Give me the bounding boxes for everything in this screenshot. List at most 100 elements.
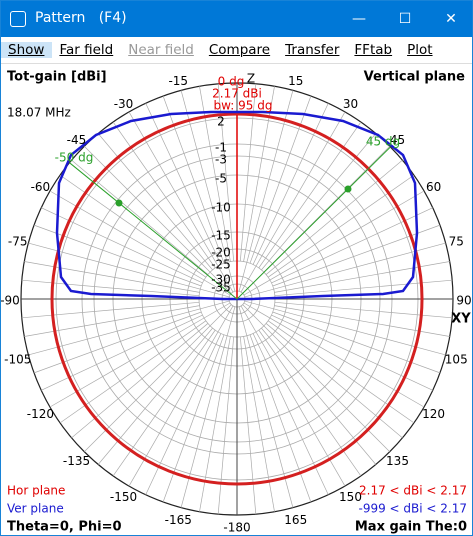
angle-label: 75 (449, 235, 464, 249)
grid-spoke (252, 333, 329, 495)
angle-label: -60 (31, 180, 51, 194)
grid-spoke (49, 190, 231, 296)
angle-label: -45 (67, 133, 87, 147)
db-label: 2 (217, 115, 225, 129)
grid-spoke (265, 159, 403, 275)
hor-plane-legend: Hor plane (7, 484, 65, 498)
marker-angle: 0 dg (218, 75, 245, 89)
ver-range: -999 < dBi < 2.17 (358, 502, 467, 516)
close-button[interactable]: ✕ (445, 11, 457, 27)
angle-label: -90 (1, 294, 20, 308)
grid-spoke (271, 314, 433, 391)
cursor-right-label: 45 dg (366, 135, 400, 149)
db-label: -30 (211, 273, 231, 287)
grid-spoke (28, 300, 230, 356)
angle-label: -165 (165, 513, 192, 527)
db-label: -5 (215, 172, 227, 186)
menu-item[interactable]: Near field (128, 42, 194, 58)
grid-spoke (84, 304, 232, 452)
angle-label: -75 (8, 235, 28, 249)
frequency: 18.07 MHz (7, 106, 71, 120)
angle-label: 45 (390, 133, 405, 147)
grid-spoke (258, 329, 362, 477)
grid-spoke (145, 333, 222, 495)
menu-item[interactable]: Compare (208, 42, 271, 58)
grid-spoke (238, 90, 294, 292)
grid-spoke (244, 300, 446, 356)
grid-spoke (249, 95, 312, 264)
db-label: -10 (211, 201, 231, 215)
angle-label: -105 (4, 352, 31, 366)
grid-spoke (49, 302, 231, 408)
grid-spoke (71, 159, 209, 275)
menu-item[interactable]: Far field (59, 42, 114, 58)
grid-spoke (267, 320, 415, 424)
grid-spoke (240, 305, 346, 487)
angle-label: 15 (288, 74, 303, 88)
grid-spoke (243, 190, 425, 296)
angle-label: 135 (386, 454, 409, 468)
grid-spoke (252, 103, 329, 265)
axis-z: Z (247, 72, 255, 86)
window-title: Pattern (F4) (35, 10, 127, 26)
menu-bar: Show Far field Near field Compare Transfer FF… (1, 37, 472, 64)
grid-spoke (112, 329, 216, 477)
menu-item[interactable]: Plot (407, 42, 433, 58)
grid-spoke (145, 103, 222, 265)
grid-spoke (128, 305, 234, 487)
angles: Theta=0, Phi=0 (7, 520, 122, 535)
grid-spoke (240, 111, 346, 293)
grid-spoke (261, 133, 377, 271)
angle-label: 90 (456, 294, 471, 308)
grid-spoke (244, 242, 446, 298)
angle-label: 60 (426, 180, 441, 194)
minimize-button[interactable]: — (352, 11, 366, 27)
grid-spoke (71, 323, 209, 439)
marker-gain: 2.17 dBi (212, 87, 262, 101)
grid-spoke (267, 174, 415, 278)
grid-spoke (271, 207, 433, 284)
angle-label: -30 (114, 97, 134, 111)
grid-spoke (97, 327, 213, 465)
cursor-line (69, 162, 238, 300)
menu-item[interactable]: Show (1, 42, 53, 58)
cursor-left-label: -50 dg (55, 151, 94, 165)
angle-label: 30 (343, 97, 358, 111)
angle-label: 120 (422, 407, 445, 421)
angle-label: -180 (223, 521, 250, 535)
menu-item[interactable]: FFtab (354, 42, 393, 58)
grid-spoke (242, 304, 390, 452)
pattern-plot: -15 -30 -45 -60 -75 -90 -105 -120 -135 -150 -165 -1… (1, 70, 472, 535)
grid-spoke (97, 133, 213, 271)
db-label: -35 (211, 281, 231, 295)
grid-spoke (41, 207, 203, 284)
db-label: -20 (211, 246, 231, 260)
marker-bw: bw: 95 dg (214, 99, 273, 113)
cursor-dot (115, 199, 123, 207)
grid-spoke (243, 302, 425, 408)
grid-spoke (238, 306, 294, 508)
angle-label: 165 (284, 513, 307, 527)
grid-spoke (272, 311, 441, 374)
max-gain: Max gain The:0 (355, 520, 467, 535)
ver-plane-legend: Ver plane (7, 502, 64, 516)
grid-spoke (33, 311, 202, 374)
grid-spoke (265, 323, 403, 439)
grid-spoke (28, 242, 230, 298)
cursor-line (236, 146, 391, 300)
db-label: -15 (211, 229, 231, 243)
angle-label: -15 (168, 74, 188, 88)
title-bar: Pattern (F4) — ☐ ✕ (1, 1, 472, 37)
db-label: -1 (215, 141, 227, 155)
grid-spoke (84, 146, 232, 294)
maximize-button[interactable]: ☐ (398, 11, 412, 27)
grid-spoke (249, 334, 312, 503)
angle-label: -135 (63, 454, 90, 468)
header-left: Tot-gain [dBi] (7, 70, 107, 85)
grid-spoke (112, 121, 216, 269)
app-icon (10, 11, 26, 27)
header-right: Vertical plane (364, 70, 465, 85)
menu-item[interactable]: Transfer (285, 42, 340, 58)
angle-label: 105 (445, 352, 468, 366)
